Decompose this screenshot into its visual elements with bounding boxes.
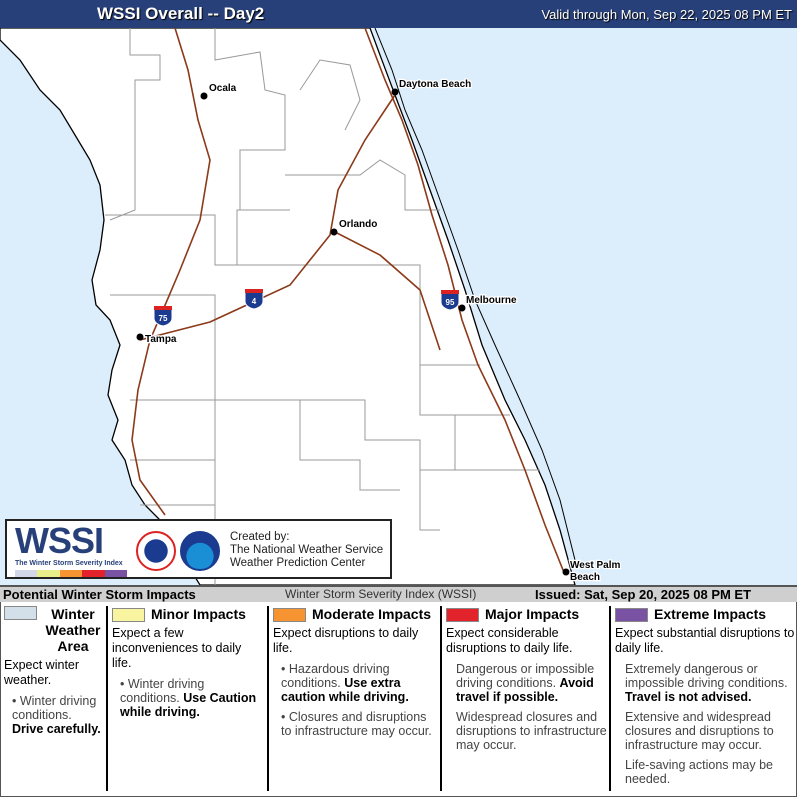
wssi-subtitle: The Winter Storm Severity Index [15, 560, 123, 567]
land [0, 27, 576, 586]
legend-bullet: Life-saving actions may be needed. [625, 758, 773, 787]
legend-desc: Expect winter weather. [4, 658, 80, 687]
legend-swatch [4, 606, 37, 620]
city-beach: Beach [570, 572, 600, 583]
header: WSSI Overall -- Day2 Valid through Mon, … [0, 0, 797, 28]
credit-line: Weather Prediction Center [230, 557, 366, 569]
i75-route [131, 27, 211, 516]
legend-label: Winter Weather Area [4, 606, 103, 654]
noaa-seal-icon [180, 531, 220, 571]
legend-bullet: Widespread closures and disruptions to i… [456, 710, 607, 753]
legend-swatch [273, 608, 306, 623]
index-name: Winter Storm Severity Index (WSSI) [285, 587, 477, 601]
svg-text:75: 75 [159, 314, 168, 323]
i4-shield-icon: 4 [244, 289, 264, 310]
credit-line: The National Weather Service [230, 544, 384, 556]
i95-shield-icon: 95 [440, 290, 460, 311]
svg-text:95: 95 [446, 298, 455, 307]
city-melbourne: Melbourne [466, 295, 517, 306]
legend-desc: Expect a few inconveniences to daily lif… [112, 626, 242, 671]
city-orlando: Orlando [339, 219, 377, 230]
legend-bullet: • Winter driving conditions. Use Caution… [120, 677, 257, 720]
turnpike-route [334, 231, 441, 351]
legend-desc: Expect substantial disruptions to daily … [615, 626, 795, 656]
credits: Created by: The National Weather Service… [230, 531, 383, 570]
city-markers [136, 88, 570, 576]
legend-bullet: Extensive and widespread closures and di… [625, 710, 774, 753]
legend-swatch [615, 608, 648, 623]
wssi-logo: WSSI [15, 520, 104, 561]
legend-swatch [112, 608, 145, 623]
legend-item: Winter Weather Area Expect winter weather… [4, 606, 103, 791]
legend-item: Major Impacts Expect considerable disrupt… [440, 606, 607, 791]
legend-label: Minor Impacts [112, 606, 263, 623]
city-daytona-beach: Daytona Beach [399, 79, 471, 90]
legend-swatch [446, 608, 479, 623]
legend: Winter Weather Area Expect winter weather… [0, 602, 797, 797]
legend-label: Extreme Impacts [615, 606, 797, 623]
i4-route [139, 94, 396, 341]
legend-bullet: Extremely dangerous or impossible drivin… [625, 662, 788, 705]
issued-time: Issued: Sat, Sep 20, 2025 08 PM ET [535, 587, 752, 602]
legend-item: Moderate Impacts Expect disruptions to da… [267, 606, 437, 791]
legend-bullet: • Hazardous driving conditions. Use extr… [281, 662, 409, 705]
svg-text:4: 4 [252, 297, 257, 306]
legend-item: Minor Impacts Expect a few inconveniences… [106, 606, 263, 791]
legend-label: Moderate Impacts [273, 606, 437, 623]
legend-desc: Expect considerable disruptions to daily… [446, 626, 573, 656]
legend-desc: Expect disruptions to daily life. [273, 626, 419, 656]
county-lines [105, 28, 540, 585]
legend-label: Major Impacts [446, 606, 607, 623]
legend-bullet: • Winter driving conditions. Drive caref… [12, 694, 101, 736]
map-title: WSSI Overall -- Day2 [97, 4, 265, 23]
legend-bullet: Dangerous or impossible driving conditio… [456, 662, 595, 705]
credit-line: Created by: [230, 531, 290, 543]
wssi-color-bar [15, 570, 128, 577]
valid-through: Valid through Mon, Sep 22, 2025 08 PM ET [541, 7, 792, 22]
i75-shield-icon: 75 [153, 306, 173, 327]
barrier-island [374, 27, 576, 561]
legend-item: Extreme Impacts Expect substantial disrup… [609, 606, 797, 791]
nws-seal-icon [136, 531, 176, 571]
logo-box: WSSI The Winter Storm Severity Index Cre… [5, 519, 392, 579]
map-svg: Ocala Daytona Beach Orlando Melbourne Ta… [0, 27, 622, 586]
map[interactable]: Ocala Daytona Beach Orlando Melbourne Ta… [0, 27, 797, 586]
legend-bullet: • Closures and disruptions to infrastruc… [281, 710, 432, 739]
city-ocala: Ocala [209, 83, 237, 94]
impacts-heading: Potential Winter Storm Impacts [3, 587, 196, 602]
info-strip: Potential Winter Storm Impacts Winter St… [0, 585, 797, 602]
city-west-palm: West Palm [570, 560, 620, 571]
city-tampa: Tampa [145, 334, 177, 345]
